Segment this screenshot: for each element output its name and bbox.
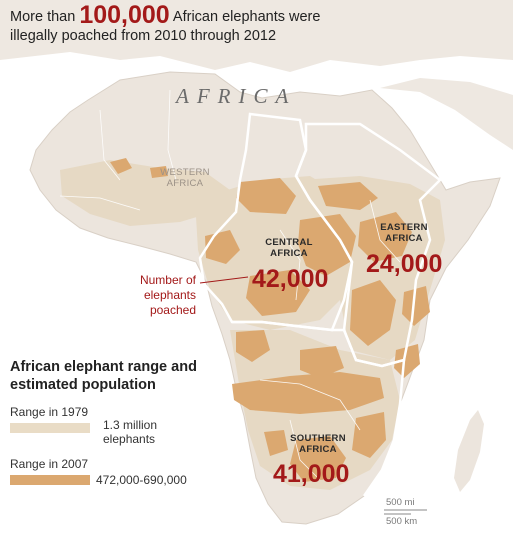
southern-poached-count: 41,000 (273, 460, 350, 488)
range-1979-west (60, 160, 230, 226)
legend-2007-value: 472,000-690,000 (96, 473, 187, 487)
country-border (259, 379, 361, 431)
range-2007-patch (246, 270, 310, 316)
region-label-eastern-line1: EASTERN (380, 222, 428, 233)
region-label-southern-line2: AFRICA (299, 444, 337, 455)
region-label-southern-line1: SOUTHERN (290, 433, 346, 444)
legend-1979-value: 1.3 million elephants (103, 418, 158, 446)
range-2007-patch (232, 372, 384, 414)
range-2007-areas (110, 158, 430, 482)
continent-label: AFRICA (176, 84, 297, 108)
range-2007-patch (300, 346, 344, 378)
region-label-central-line2: AFRICA (270, 248, 308, 259)
region-label-central-line1: CENTRAL (265, 237, 313, 248)
region-label-western-line1: WESTERN (160, 167, 210, 178)
range-2007-patch (236, 178, 296, 214)
range-2007-patch (150, 166, 168, 178)
region-label-western: WESTERN AFRICA (150, 167, 220, 189)
region-label-eastern: EASTERN AFRICA (372, 222, 436, 244)
range-2007-patch (358, 212, 412, 262)
callout-label: Number of elephants poached (139, 273, 196, 317)
range-2007-patch (110, 158, 132, 174)
scale-bar (384, 509, 427, 515)
northern-landmass (0, 0, 513, 72)
region-label-southern: SOUTHERN AFRICA (280, 433, 356, 455)
range-2007-patch (394, 344, 420, 378)
country-border (59, 195, 141, 211)
range-2007-patch (264, 430, 288, 456)
country-border (369, 199, 401, 263)
range-2007-patch (290, 436, 346, 482)
legend-2007-label: Range in 2007 (10, 457, 89, 471)
headline-highlight: 100,000 (79, 1, 170, 29)
callout-line (199, 276, 249, 284)
region-label-eastern-line2: AFRICA (385, 233, 423, 244)
range-2007-patch (298, 214, 356, 276)
country-borders (59, 89, 401, 481)
country-border (99, 109, 121, 181)
range-2007-patch (352, 412, 386, 458)
scale-km-label: 500 km (386, 516, 418, 527)
country-border (279, 229, 301, 301)
arabian-peninsula (380, 78, 513, 150)
headline-prefix: More than (10, 9, 80, 25)
legend-1979-swatch (10, 423, 90, 433)
legend-title: African elephant range and estimated pop… (10, 359, 197, 393)
scale-mi-label: 500 mi (386, 497, 415, 508)
country-border (289, 419, 321, 481)
range-2007-patch (236, 330, 270, 362)
southern-region-border (232, 320, 406, 497)
headline-suffix: African elephants were illegally poached… (10, 9, 321, 44)
region-borders (198, 112, 442, 497)
headline: More than 100,000 African elephants were… (10, 3, 330, 46)
central-poached-count: 42,000 (252, 265, 329, 293)
region-label-western-line2: AFRICA (166, 178, 204, 189)
range-1979-central (195, 176, 360, 330)
country-border (167, 89, 177, 181)
madagascar (454, 410, 484, 492)
range-2007-patch (402, 286, 430, 326)
eastern-poached-count: 24,000 (366, 250, 443, 278)
legend-1979-label: Range in 1979 (10, 405, 89, 419)
legend-2007-swatch (10, 475, 90, 485)
region-label-central: CENTRAL AFRICA (253, 237, 325, 259)
range-2007-patch (350, 280, 396, 346)
range-2007-patch (318, 182, 378, 210)
